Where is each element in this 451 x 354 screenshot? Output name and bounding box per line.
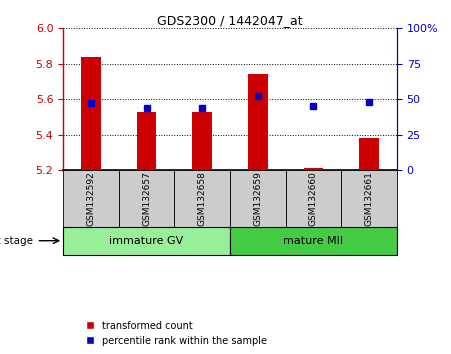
Bar [248,74,267,170]
FancyBboxPatch shape [63,227,230,255]
FancyBboxPatch shape [175,170,230,227]
Bar [359,138,379,170]
Text: GSM132592: GSM132592 [87,171,96,225]
FancyBboxPatch shape [230,170,285,227]
Legend: transformed count, percentile rank within the sample: transformed count, percentile rank withi… [86,321,267,346]
FancyBboxPatch shape [119,170,175,227]
Bar [137,112,156,170]
FancyBboxPatch shape [63,170,119,227]
Text: GSM132660: GSM132660 [309,171,318,226]
Bar [304,168,323,170]
FancyBboxPatch shape [285,170,341,227]
Text: mature MII: mature MII [283,236,344,246]
Text: development stage: development stage [0,236,33,246]
Bar [193,112,212,170]
FancyBboxPatch shape [230,227,397,255]
Text: GSM132657: GSM132657 [142,171,151,226]
Text: GSM132658: GSM132658 [198,171,207,226]
Bar [81,57,101,170]
Text: GSM132661: GSM132661 [364,171,373,226]
FancyBboxPatch shape [341,170,397,227]
Text: immature GV: immature GV [110,236,184,246]
Text: GSM132659: GSM132659 [253,171,262,226]
Title: GDS2300 / 1442047_at: GDS2300 / 1442047_at [157,14,303,27]
